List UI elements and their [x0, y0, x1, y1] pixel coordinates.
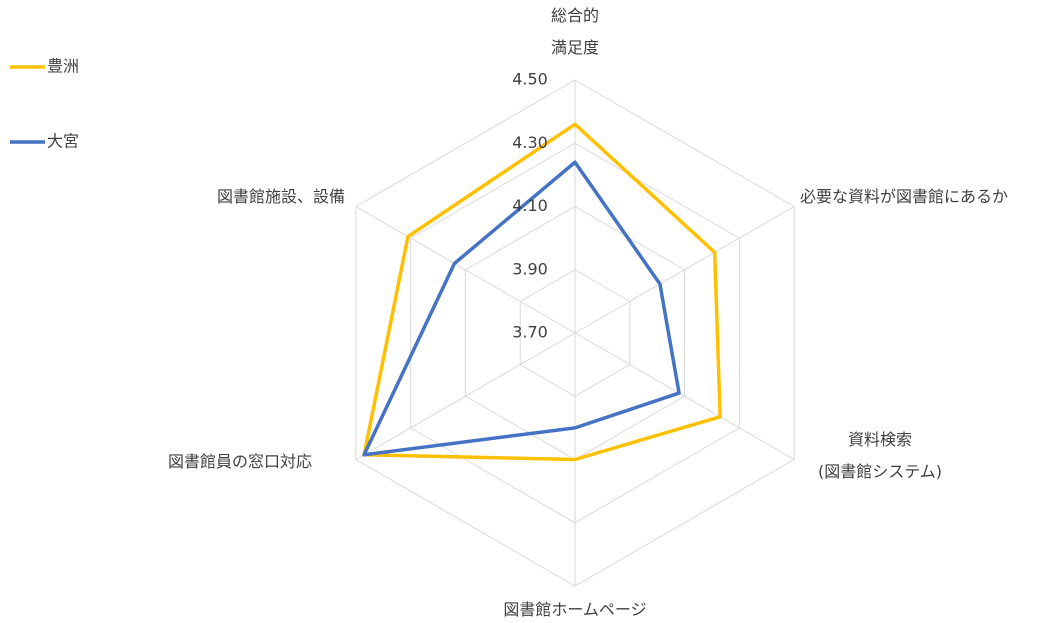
legend-label: 大宮 [47, 132, 79, 151]
tick-label: 4.50 [512, 70, 548, 89]
category-label: 資料検索 (図書館システム) [817, 430, 942, 481]
axis-spoke [574, 206, 795, 334]
tick-label: 3.90 [512, 259, 548, 278]
category-label: 図書館施設、設備 [216, 187, 345, 206]
series-line [362, 122, 722, 462]
category-label: 総合的 満足度 [550, 6, 599, 57]
category-label: 必要な資料が図書館にあるか [800, 187, 1009, 206]
series-line [362, 160, 681, 457]
axis-spoke [574, 332, 795, 460]
axis-spoke [355, 332, 576, 460]
legend-label: 豊洲 [47, 57, 79, 76]
category-label: 図書館員の窓口対応 [167, 452, 312, 471]
tick-label: 3.70 [512, 323, 548, 342]
tick-label: 4.30 [512, 133, 548, 152]
category-label: 図書館ホームページ [503, 600, 647, 619]
axis-spoke [355, 206, 576, 334]
tick-label: 4.10 [512, 196, 548, 215]
